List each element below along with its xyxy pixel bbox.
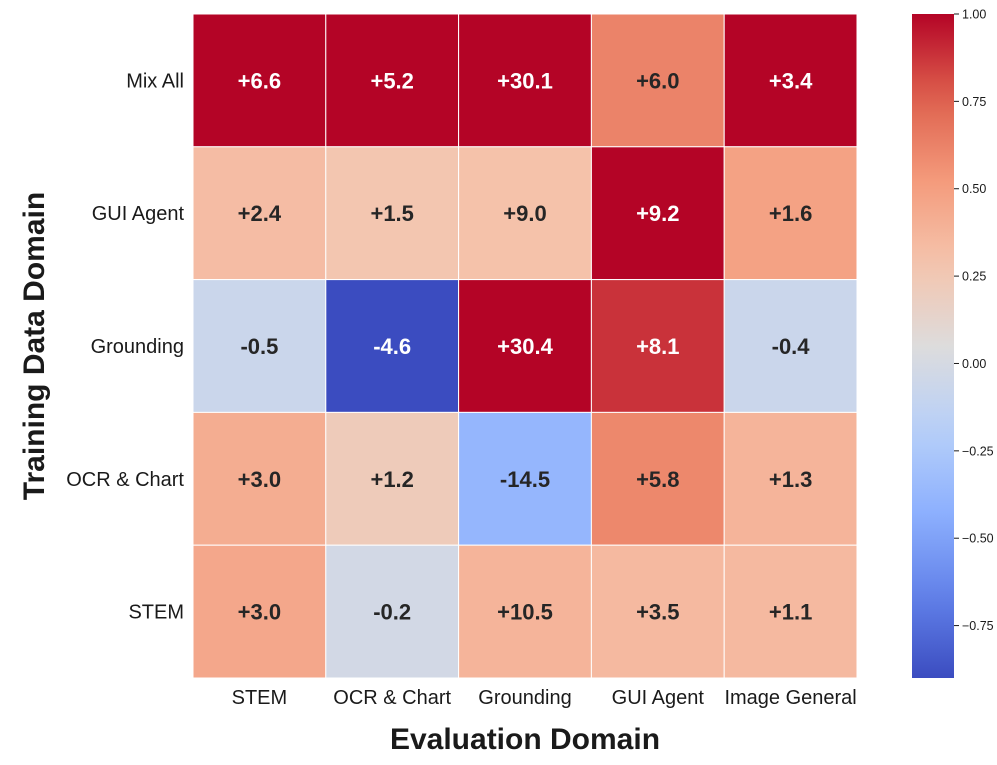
heatmap-cell <box>192 411 327 546</box>
heatmap-cell-value: +1.2 <box>370 467 413 492</box>
heatmap-cell-value: +2.4 <box>238 201 282 226</box>
heatmap-cell <box>325 279 460 413</box>
y-tick-label: GUI Agent <box>92 203 185 225</box>
heatmap-cell-value: +9.2 <box>636 201 679 226</box>
heatmap-cell-value: +3.0 <box>238 467 281 492</box>
colorbar-tick-label: 0.25 <box>962 270 986 284</box>
heatmap-cell-value: +3.4 <box>769 68 813 93</box>
x-axis-tick-labels: STEM OCR & Chart Grounding GUI Agent Image G… <box>232 687 857 709</box>
heatmap-cell <box>458 13 592 148</box>
heatmap-cell-labels: +6.6 +5.2 +30.1 +6.0 +3.4 +2.4 +1.5 +9.0 +9.2 +1.… <box>238 68 813 624</box>
heatmap-cell-value: +8.1 <box>636 334 679 359</box>
x-tick-label: OCR & Chart <box>333 687 451 709</box>
heatmap-cell <box>192 13 327 148</box>
heatmap-cell <box>192 544 327 679</box>
heatmap-cell <box>458 544 592 679</box>
x-tick-label: Grounding <box>478 687 571 709</box>
y-tick-label: Mix All <box>126 70 184 92</box>
heatmap-cell <box>723 146 858 281</box>
x-axis-title: Evaluation Domain <box>390 723 660 756</box>
heatmap-cell-value: +10.5 <box>497 600 553 625</box>
heatmap-cell-value: +1.3 <box>769 467 812 492</box>
heatmap-cell-value: +30.1 <box>497 68 553 93</box>
heatmap-cell <box>723 411 858 546</box>
colorbar-tick-label: −0.25 <box>962 444 994 458</box>
heatmap-cell <box>325 411 460 546</box>
heatmap-cell-value: -0.5 <box>240 334 278 359</box>
heatmap-cell-value: +30.4 <box>497 334 553 359</box>
heatmap-cell-value: +5.8 <box>636 467 679 492</box>
heatmap-cell <box>723 544 858 679</box>
y-axis-tick-labels: Mix All GUI Agent Grounding OCR & Chart STEM <box>66 70 184 623</box>
y-tick-label: Grounding <box>91 336 184 358</box>
heatmap-cell-value: +1.6 <box>769 201 812 226</box>
heatmap-cell-value: -14.5 <box>500 467 550 492</box>
heatmap-cell <box>325 13 460 148</box>
heatmap-cell <box>325 544 460 679</box>
heatmap-cell-value: -4.6 <box>373 334 411 359</box>
colorbar-tick-label: 1.00 <box>962 8 986 22</box>
colorbar-gradient <box>912 14 954 678</box>
heatmap-cell-value: +9.0 <box>503 201 546 226</box>
heatmap-cell-value: +3.0 <box>238 600 281 625</box>
colorbar-tick-label: 0.00 <box>962 357 986 371</box>
y-axis-title: Training Data Domain <box>18 192 51 500</box>
x-tick-label: GUI Agent <box>612 687 705 709</box>
x-tick-label: STEM <box>232 687 288 709</box>
heatmap-cell <box>723 279 858 413</box>
heatmap-cell <box>458 146 592 281</box>
heatmap-cell-value: +6.6 <box>238 68 281 93</box>
colorbar-tick-label: −0.50 <box>962 532 994 546</box>
colorbar-tick-label: 0.50 <box>962 182 986 196</box>
heatmap-cell-value: +1.1 <box>769 600 812 625</box>
heatmap-cell <box>192 146 327 281</box>
heatmap-cell-value: +5.2 <box>370 68 413 93</box>
colorbar-tick-label: 0.75 <box>962 95 986 109</box>
heatmap-cell-value: -0.2 <box>373 600 411 625</box>
y-tick-label: STEM <box>128 602 184 624</box>
colorbar: 1.00 0.75 0.50 0.25 0.00 −0.25 −0.50 −0.75 <box>912 8 994 678</box>
heatmap-cells <box>192 13 858 679</box>
heatmap-cell <box>458 411 592 546</box>
heatmap-cell-value: +1.5 <box>370 201 413 226</box>
heatmap-cell-value: +6.0 <box>636 68 679 93</box>
heatmap-cell <box>590 411 725 546</box>
heatmap-cell <box>458 279 592 413</box>
heatmap-cell <box>590 13 725 148</box>
x-tick-label: Image General <box>724 687 856 709</box>
colorbar-tick-label: −0.75 <box>962 619 994 633</box>
heatmap-cell <box>590 279 725 413</box>
heatmap-cell-value: -0.4 <box>772 334 811 359</box>
y-tick-label: OCR & Chart <box>66 469 184 491</box>
heatmap-cell <box>723 13 858 148</box>
heatmap-cell-value: +3.5 <box>636 600 679 625</box>
